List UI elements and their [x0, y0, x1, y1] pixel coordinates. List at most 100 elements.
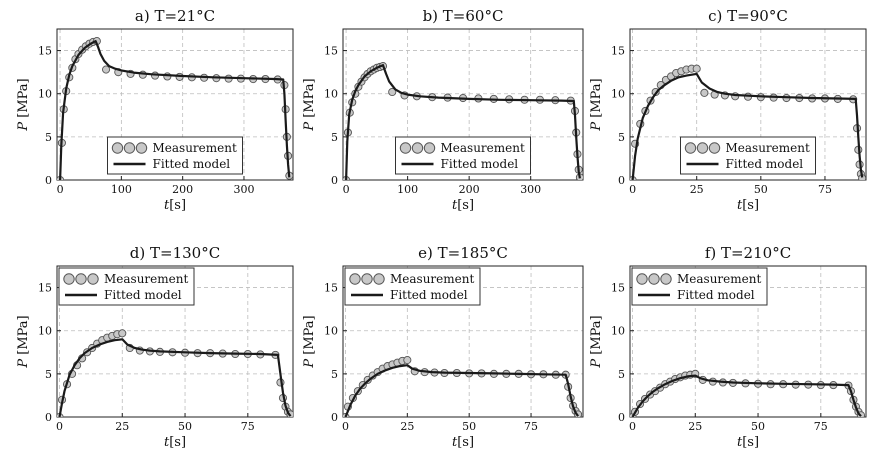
y-axis-label: P [MPa] [16, 78, 31, 131]
legend-marker [696, 142, 709, 154]
x-tick-label: 50 [751, 420, 765, 433]
legend-marker [75, 273, 87, 285]
y-axis-var: P [589, 359, 604, 369]
measurement-point [403, 356, 412, 365]
legend: Measurement Fitted model [58, 267, 195, 306]
y-tick-label: 5 [331, 131, 338, 144]
x-tick-label: 25 [688, 420, 702, 433]
chart-panel-2: 0 100 200 300 0 5 10 15 b) T=60°C t[s] P [MPa] Meas… [302, 7, 584, 213]
legend-model-label: Fitted model [104, 288, 182, 302]
x-axis-label: t[s] [737, 435, 759, 450]
measurement-point [101, 65, 111, 74]
legend-marker [135, 142, 148, 154]
measurement-point [692, 64, 701, 73]
y-axis-label: P [MPa] [16, 315, 31, 368]
x-tick-label: 0 [629, 183, 636, 196]
fitted-model-line [58, 338, 292, 417]
x-axis-var: t [452, 435, 458, 450]
y-tick-label: 15 [324, 282, 338, 295]
y-axis-unit: [MPa] [302, 315, 317, 354]
legend: Measurement Fitted model [631, 267, 768, 306]
y-tick-label: 10 [38, 325, 52, 338]
legend-model-label: Fitted model [441, 157, 519, 171]
plot-area [57, 329, 293, 417]
chart-title: a) T=21°C [135, 7, 215, 25]
chart-panel-4: 0 25 50 75 0 5 10 15 d) T=130°C t[s] P [MPa] Measur… [16, 244, 294, 450]
x-tick-label: 25 [690, 183, 704, 196]
x-axis-var: t [164, 198, 170, 213]
y-tick-label: 0 [331, 411, 338, 424]
legend-marker [636, 273, 648, 285]
y-axis-var: P [16, 122, 31, 132]
x-axis-label: t[s] [452, 435, 474, 450]
x-tick-label: 200 [459, 183, 480, 196]
x-tick-label: 75 [524, 420, 538, 433]
x-tick-label: 0 [57, 183, 64, 196]
plot-area [343, 356, 583, 417]
x-tick-label: 100 [397, 183, 418, 196]
x-tick-label: 0 [342, 420, 349, 433]
plot-area [630, 64, 866, 180]
y-axis-label: P [MPa] [589, 315, 604, 368]
legend-measurement-label: Measurement [153, 141, 237, 155]
x-axis-var: t [737, 435, 743, 450]
plot-frame [629, 28, 867, 181]
y-tick-label: 15 [611, 282, 625, 295]
legend-measurement-label: Measurement [441, 141, 525, 155]
legend-marker [111, 142, 124, 154]
y-axis-var: P [302, 122, 317, 132]
legend-marker [361, 273, 373, 285]
legend-measurement-label: Measurement [726, 141, 810, 155]
x-axis-var: t [452, 198, 458, 213]
x-tick-label: 50 [462, 420, 476, 433]
measurement-point [388, 87, 397, 97]
x-tick-label: 50 [178, 420, 192, 433]
x-tick-label: 200 [172, 183, 193, 196]
chart-title: c) T=90°C [708, 7, 788, 25]
plot-frame [342, 265, 584, 418]
y-tick-label: 0 [618, 411, 625, 424]
chart-title: e) T=185°C [418, 244, 508, 262]
legend: Measurement Fitted model [344, 267, 481, 306]
y-axis-var: P [16, 359, 31, 369]
y-axis-var: P [589, 122, 604, 132]
x-axis-label: t[s] [452, 198, 474, 213]
y-axis-unit: [MPa] [302, 78, 317, 117]
y-tick-label: 5 [45, 131, 52, 144]
x-tick-label: 0 [629, 420, 636, 433]
x-tick-label: 25 [115, 420, 129, 433]
x-tick-label: 300 [520, 183, 541, 196]
chart-title: f) T=210°C [705, 244, 791, 262]
legend-model-label: Fitted model [153, 157, 231, 171]
legend: Measurement Fitted model [680, 136, 816, 175]
y-tick-label: 5 [45, 368, 52, 381]
plot-frame [56, 265, 294, 418]
legend-marker [87, 273, 99, 285]
x-axis-var: t [164, 435, 170, 450]
legend-marker [411, 142, 424, 154]
fitted-model-line [631, 374, 862, 417]
x-tick-label: 0 [56, 420, 63, 433]
x-axis-unit: [s] [169, 198, 186, 213]
y-tick-label: 15 [611, 45, 625, 58]
x-tick-label: 75 [818, 183, 832, 196]
measurement-point [700, 88, 709, 97]
legend-marker [684, 142, 697, 154]
legend: Measurement Fitted model [107, 136, 243, 175]
legend-marker [648, 273, 660, 285]
x-axis-unit: [s] [742, 198, 759, 213]
x-tick-label: 0 [343, 183, 350, 196]
y-tick-label: 5 [618, 368, 625, 381]
legend-measurement-label: Measurement [390, 272, 474, 286]
x-axis-unit: [s] [169, 435, 186, 450]
x-tick-label: 50 [754, 183, 768, 196]
legend-measurement-label: Measurement [104, 272, 188, 286]
y-tick-label: 10 [324, 88, 338, 101]
x-tick-label: 300 [233, 183, 254, 196]
legend-marker [708, 142, 721, 154]
plot-area [343, 62, 583, 180]
legend-model-label: Fitted model [726, 157, 804, 171]
fitted-model-line [59, 40, 291, 180]
chart-panel-5: 0 25 50 75 0 5 10 15 e) T=185°C t[s] P [MPa] Measur… [302, 244, 584, 450]
